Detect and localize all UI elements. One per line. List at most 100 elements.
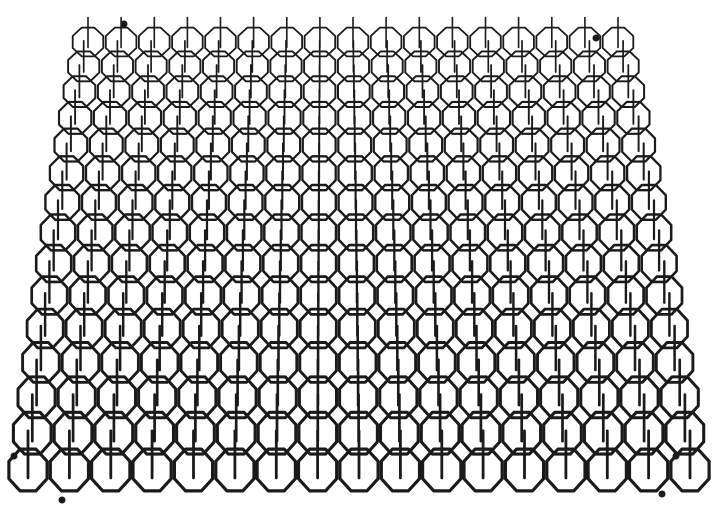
octagon-cell (546, 100, 581, 135)
octagon-cell (557, 183, 594, 222)
octagon-cell (80, 183, 118, 222)
octagon-cell (48, 155, 85, 192)
octagon-cell (511, 100, 546, 135)
octagon-cell (39, 213, 77, 252)
octagon-cell (602, 243, 641, 284)
octagon-cell (264, 183, 301, 222)
octagon-cell (611, 307, 650, 350)
octagon-cell (297, 410, 339, 456)
octagon-cell (654, 341, 695, 384)
octagon-cell (585, 127, 621, 163)
octagon-cell (131, 447, 173, 493)
octagon-cell (124, 127, 160, 163)
octagon-cell (202, 50, 236, 83)
octagon-cell (258, 341, 299, 384)
octagon-cell (100, 50, 134, 83)
octagon-cell (372, 127, 408, 163)
octagon-cell (298, 341, 338, 384)
octagon-cell (640, 243, 678, 284)
octagon-cell (517, 155, 554, 192)
octagon-cell (650, 307, 689, 350)
octagon-cell (235, 50, 269, 83)
octagon-cell (168, 50, 202, 83)
octagon-cell (134, 50, 168, 83)
octagon-cell (67, 50, 101, 83)
octagon-cell (619, 375, 660, 420)
octagon-cell (71, 26, 105, 58)
octagon-cell (503, 447, 546, 493)
bottom-anchor-marker (658, 490, 666, 498)
octagon-cell (266, 127, 302, 163)
octagon-cell (76, 213, 114, 252)
octagon-cell (379, 447, 422, 493)
octagon-cell (371, 75, 405, 108)
octagon-cell (100, 341, 140, 384)
octagon-cell (197, 100, 232, 135)
octagon-cell (137, 26, 171, 58)
octagon-cell (337, 275, 376, 316)
octagon-cell (11, 410, 53, 456)
octagon-cell (72, 243, 111, 284)
octagon-cell (669, 447, 711, 493)
octagon-cell (186, 243, 224, 284)
octagon-cell (93, 410, 135, 456)
octagon-cell (601, 26, 635, 58)
lattice-cells-layer (7, 26, 711, 493)
octagon-cell (302, 75, 337, 108)
octagon-cell (615, 341, 655, 384)
octagon-cell (222, 275, 261, 316)
octagon-cell (302, 100, 337, 135)
octagon-cell (62, 75, 97, 108)
octagon-cell (114, 213, 151, 252)
octagon-cell (117, 183, 154, 222)
octagon-cell (372, 100, 407, 135)
octagon-cell (145, 275, 184, 316)
octagon-cell (303, 50, 337, 83)
octagon-cell (337, 183, 374, 222)
octagon-cell (299, 243, 338, 284)
octagon-cell (177, 375, 218, 420)
octagon-cell (270, 26, 304, 58)
octagon-cell (598, 213, 636, 252)
octagon-cell (553, 155, 590, 192)
octagon-cell (421, 447, 463, 493)
octagon-cell (561, 213, 598, 252)
octagon-cell (110, 243, 149, 284)
octagon-cell (268, 75, 303, 108)
octagon-cell (336, 26, 370, 58)
octagon-cell (48, 447, 91, 493)
octagon-cell (572, 50, 606, 83)
octagon-cell (188, 213, 226, 252)
octagon-cell (375, 243, 414, 284)
octagon-cell (204, 26, 237, 58)
octagon-cell (127, 100, 163, 135)
octagon-cell (230, 127, 266, 163)
octagon-cell (298, 307, 338, 350)
octagon-cell (52, 410, 94, 456)
octagon-cell (586, 447, 629, 493)
octagon-cell (224, 243, 262, 284)
octagon-cell (265, 155, 301, 192)
octagon-cell (338, 447, 380, 493)
octagon-cell (267, 100, 302, 135)
octagon-cell (568, 275, 607, 316)
octagon-cell (30, 275, 69, 316)
octagon-cell (296, 447, 339, 493)
octagon-cell (162, 100, 197, 135)
octagon-cell (92, 100, 128, 135)
octagon-cell (96, 75, 131, 108)
corner-marker (672, 452, 680, 460)
octagon-cell (337, 155, 373, 192)
octagon-cell (376, 307, 416, 350)
octagon-cell (257, 375, 298, 420)
octagon-cell (338, 410, 379, 456)
octagon-cell (594, 183, 631, 222)
octagon-cell (374, 213, 412, 252)
octagon-cell (154, 183, 191, 222)
octagon-cell (215, 410, 257, 456)
octagon-cell (120, 155, 157, 192)
octagon-cell (659, 375, 700, 420)
octagon-cell (539, 50, 573, 83)
octagon-cell (616, 100, 651, 135)
